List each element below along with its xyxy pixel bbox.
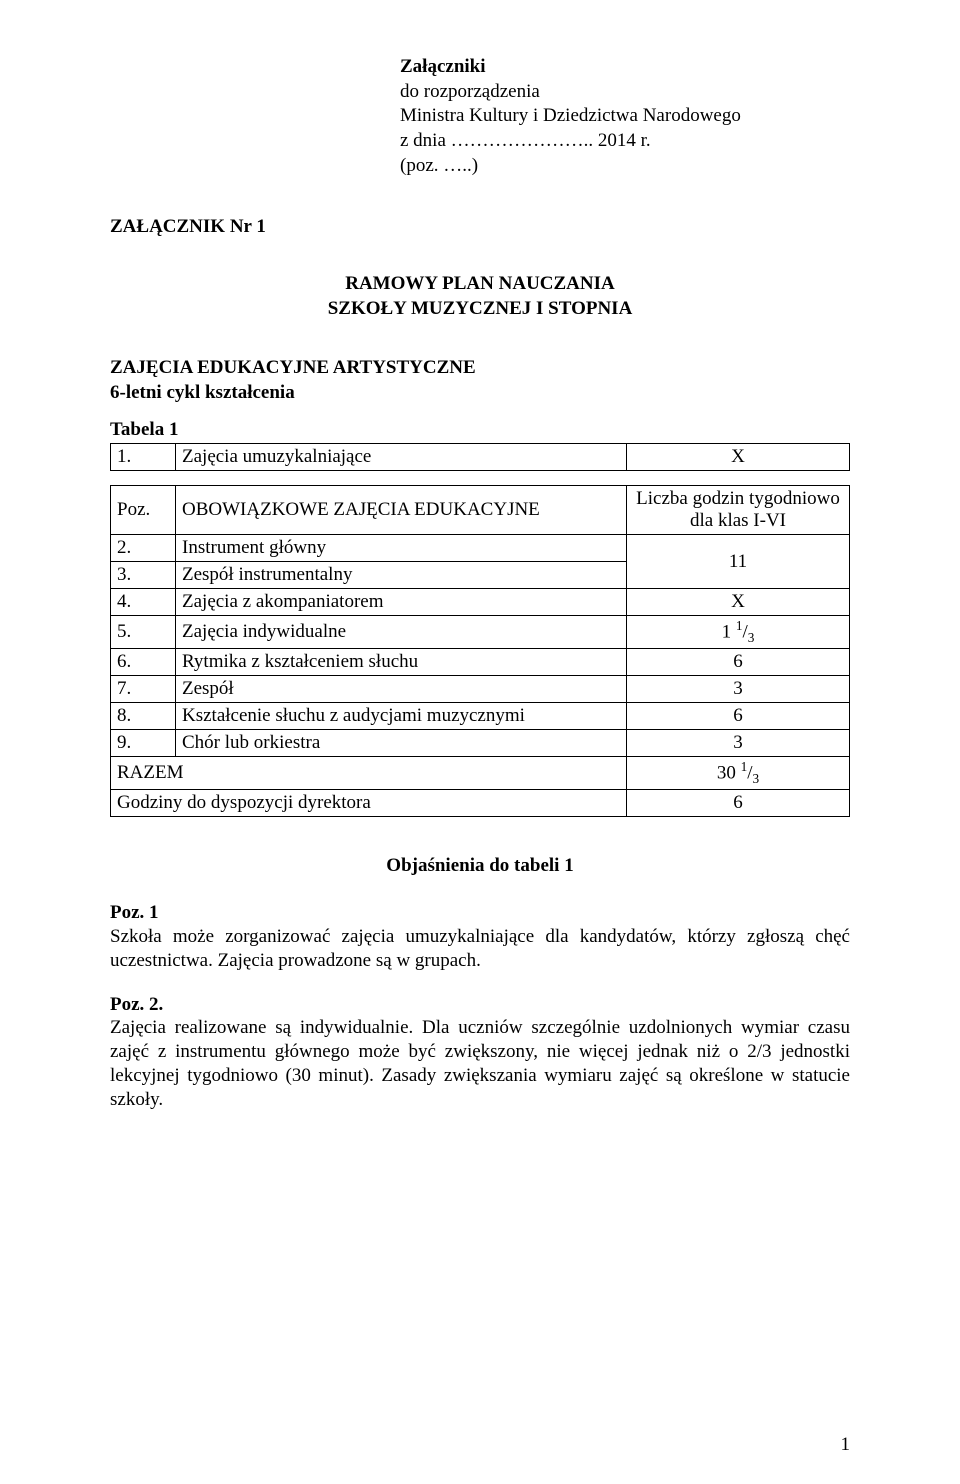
row-label: Kształcenie słuchu z audycjami muzycznym… <box>176 703 627 730</box>
plan-title-line2: SZKOŁY MUZYCZNEJ I STOPNIA <box>110 297 850 322</box>
table-row: 9. Chór lub orkiestra 3 <box>111 730 850 757</box>
table2: Poz. OBOWIĄZKOWE ZAJĘCIA EDUKACYJNE Licz… <box>110 485 850 817</box>
attachments-block: Załączniki do rozporządzenia Ministra Ku… <box>400 55 850 178</box>
section-heading-line2: 6-letni cykl kształcenia <box>110 381 850 406</box>
row-label: Instrument główny <box>176 535 627 562</box>
table-row-razem: RAZEM 30 1/3 <box>111 757 850 790</box>
table2-header-val-line2: dla klas I-VI <box>690 510 786 531</box>
table-row: 4. Zajęcia z akompaniatorem X <box>111 589 850 616</box>
row-val-fraction: 1 1/3 <box>627 616 850 649</box>
attachments-line1: do rozporządzenia <box>400 80 850 105</box>
poz2-label: Poz. 2. <box>110 993 850 1017</box>
poz1-text: Szkoła może zorganizować zajęcia umuzyka… <box>110 926 850 971</box>
row-num: 6. <box>111 649 176 676</box>
plan-title: RAMOWY PLAN NAUCZANIA SZKOŁY MUZYCZNEJ I… <box>110 272 850 321</box>
table1-row-num: 1. <box>111 444 176 471</box>
section-heading: ZAJĘCIA EDUKACYJNE ARTYSTYCZNE 6-letni c… <box>110 356 850 405</box>
row-label: Rytmika z kształceniem słuchu <box>176 649 627 676</box>
row-val: 6 <box>627 703 850 730</box>
row-label: Zajęcia indywidualne <box>176 616 627 649</box>
plan-title-line1: RAMOWY PLAN NAUCZANIA <box>110 272 850 297</box>
table-row: 7. Zespół 3 <box>111 676 850 703</box>
poz1-paragraph: Poz. 1 Szkoła może zorganizować zajęcia … <box>110 901 850 972</box>
table-row: 6. Rytmika z kształceniem słuchu 6 <box>111 649 850 676</box>
page-number: 1 <box>841 1434 851 1456</box>
dysp-label: Godziny do dyspozycji dyrektora <box>111 790 627 817</box>
page: Załączniki do rozporządzenia Ministra Ku… <box>0 0 960 1484</box>
table-row: 8. Kształcenie słuchu z audycjami muzycz… <box>111 703 850 730</box>
table-header-row: Poz. OBOWIĄZKOWE ZAJĘCIA EDUKACYJNE Licz… <box>111 486 850 535</box>
row-val: 6 <box>627 649 850 676</box>
table-row: 1. Zajęcia umuzykalniające X <box>111 444 850 471</box>
attachment-number: ZAŁĄCZNIK Nr 1 <box>110 216 850 238</box>
table1-row-val: X <box>627 444 850 471</box>
row-num: 4. <box>111 589 176 616</box>
row-num: 2. <box>111 535 176 562</box>
section-heading-line1: ZAJĘCIA EDUKACYJNE ARTYSTYCZNE <box>110 356 850 381</box>
row-label: Chór lub orkiestra <box>176 730 627 757</box>
row-val: 3 <box>627 676 850 703</box>
row-num: 5. <box>111 616 176 649</box>
row-num: 8. <box>111 703 176 730</box>
row-val: 3 <box>627 730 850 757</box>
table1-label: Tabela 1 <box>110 419 850 441</box>
razem-val: 30 1/3 <box>627 757 850 790</box>
row-num: 7. <box>111 676 176 703</box>
poz1-label: Poz. 1 <box>110 901 850 925</box>
table2-header-val-line1: Liczba godzin tygodniowo <box>636 488 840 509</box>
row-num: 9. <box>111 730 176 757</box>
poz2-paragraph: Poz. 2. Zajęcia realizowane są indywidua… <box>110 993 850 1112</box>
attachments-line2: Ministra Kultury i Dziedzictwa Narodoweg… <box>400 104 850 129</box>
table2-header-poz: Poz. <box>111 486 176 535</box>
row-num: 3. <box>111 562 176 589</box>
poz2-text: Zajęcia realizowane są indywidualnie. Dl… <box>110 1017 850 1109</box>
row-val: X <box>627 589 850 616</box>
attachments-title: Załączniki <box>400 55 850 80</box>
merged-val-23: 11 <box>627 535 850 589</box>
table1-row-label: Zajęcia umuzykalniające <box>176 444 627 471</box>
table1: 1. Zajęcia umuzykalniające X <box>110 443 850 471</box>
row-label: Zespół <box>176 676 627 703</box>
objasnienia-title: Objaśnienia do tabeli 1 <box>110 855 850 877</box>
razem-label: RAZEM <box>111 757 627 790</box>
row-label: Zespół instrumentalny <box>176 562 627 589</box>
table2-header-val: Liczba godzin tygodniowo dla klas I-VI <box>627 486 850 535</box>
attachments-line3: z dnia ………………….. 2014 r. <box>400 129 850 154</box>
table-row-dyspozycja: Godziny do dyspozycji dyrektora 6 <box>111 790 850 817</box>
dysp-val: 6 <box>627 790 850 817</box>
table-row: 2. Instrument główny 11 <box>111 535 850 562</box>
table-row: 5. Zajęcia indywidualne 1 1/3 <box>111 616 850 649</box>
attachments-line4: (poz. …..) <box>400 154 850 179</box>
table2-header-name: OBOWIĄZKOWE ZAJĘCIA EDUKACYJNE <box>176 486 627 535</box>
row-label: Zajęcia z akompaniatorem <box>176 589 627 616</box>
